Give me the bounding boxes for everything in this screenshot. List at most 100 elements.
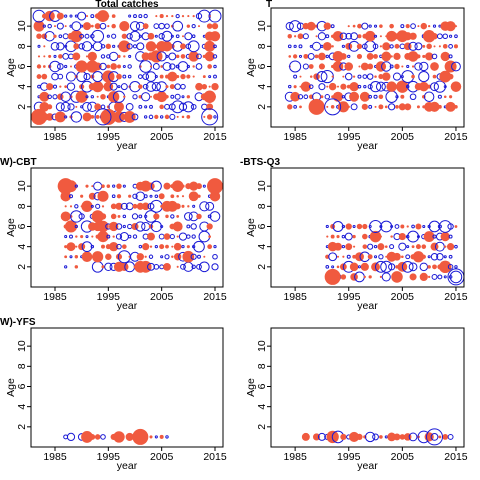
y-tick-label: 6 xyxy=(256,383,268,389)
residual-positive xyxy=(421,254,426,259)
residual-positive xyxy=(314,54,319,59)
residual-positive xyxy=(132,428,149,445)
bubbles xyxy=(324,220,464,286)
residual-positive xyxy=(64,25,67,28)
residual-negative xyxy=(341,44,345,48)
residual-positive xyxy=(449,95,453,99)
residual-negative xyxy=(363,84,367,89)
residual-positive xyxy=(203,90,216,103)
residual-positive xyxy=(97,230,109,243)
residual-positive xyxy=(47,104,53,110)
residual-negative xyxy=(451,61,461,72)
residual-negative xyxy=(133,14,137,19)
residual-negative xyxy=(122,214,127,219)
residual-negative xyxy=(154,194,159,199)
residual-negative xyxy=(69,234,73,239)
residual-negative xyxy=(208,75,212,79)
y-tick-label: 8 xyxy=(16,43,28,49)
residual-positive xyxy=(36,74,42,79)
residual-positive xyxy=(398,103,406,111)
residual-negative xyxy=(199,261,210,273)
residual-positive xyxy=(171,180,184,192)
residual-negative xyxy=(187,40,200,53)
residual-positive xyxy=(293,85,297,89)
residual-positive xyxy=(149,245,153,248)
residual-positive xyxy=(132,203,138,209)
residual-negative xyxy=(298,54,303,58)
residual-negative xyxy=(390,224,394,228)
residual-positive xyxy=(454,225,458,228)
x-tick-label: 1985 xyxy=(283,451,307,463)
residual-positive xyxy=(186,74,191,79)
residual-negative xyxy=(115,233,123,240)
residual-negative xyxy=(406,245,410,249)
residual-positive xyxy=(176,215,180,218)
residual-positive xyxy=(337,85,340,88)
residual-negative xyxy=(164,23,170,29)
residual-positive xyxy=(300,81,311,92)
residual-negative xyxy=(154,34,158,38)
residual-positive xyxy=(91,185,94,188)
bubbles xyxy=(57,178,223,273)
residual-positive xyxy=(422,30,436,43)
x-tick-label: 2015 xyxy=(203,291,227,303)
residual-negative xyxy=(318,83,326,91)
residual-negative xyxy=(148,114,154,120)
residual-positive xyxy=(211,82,219,91)
residual-positive xyxy=(381,51,392,62)
y-tick-label: 8 xyxy=(256,43,268,49)
residual-negative xyxy=(91,29,105,43)
residual-negative xyxy=(324,94,331,100)
residual-positive xyxy=(41,33,48,40)
y-tick-label: 4 xyxy=(256,84,268,90)
residual-negative xyxy=(384,435,388,439)
x-tick-label: 2015 xyxy=(444,451,468,463)
residual-positive xyxy=(202,75,206,78)
residual-positive xyxy=(123,95,126,98)
y-tick-label: 10 xyxy=(256,340,268,352)
residual-positive xyxy=(359,91,370,102)
residual-positive xyxy=(107,15,110,18)
panel-5: 1985 1995 2005 2015 2 4 6 8 10 year Age W)-YFS xyxy=(0,317,227,472)
residual-negative xyxy=(409,93,417,101)
residual-negative xyxy=(169,113,176,120)
residual-positive xyxy=(416,105,420,109)
residual-positive xyxy=(378,104,384,110)
residual-negative xyxy=(426,428,444,446)
residual-positive xyxy=(119,21,130,32)
residual-negative xyxy=(411,224,415,229)
residual-positive xyxy=(60,211,71,222)
residual-negative xyxy=(127,223,133,230)
residual-positive xyxy=(340,53,347,60)
residual-positive xyxy=(109,242,119,252)
residual-positive xyxy=(80,235,84,239)
residual-negative xyxy=(106,34,110,38)
residual-positive xyxy=(431,33,438,40)
residual-negative xyxy=(69,255,73,259)
residual-positive xyxy=(454,25,458,28)
panel-title: Total catches xyxy=(95,0,159,10)
residual-positive xyxy=(379,35,382,38)
residual-negative xyxy=(120,202,128,210)
residual-positive xyxy=(59,85,62,88)
residual-positive xyxy=(326,85,329,88)
residual-positive xyxy=(308,98,325,115)
residual-negative xyxy=(164,254,170,260)
residual-positive xyxy=(203,255,206,258)
residual-positive xyxy=(345,243,353,251)
residual-positive xyxy=(33,20,45,32)
residual-positive xyxy=(303,53,309,59)
residual-negative xyxy=(293,44,297,48)
residual-negative xyxy=(158,233,165,240)
residual-positive xyxy=(433,45,436,48)
residual-negative xyxy=(74,14,78,18)
residual-positive xyxy=(85,55,89,58)
residual-positive xyxy=(353,245,356,248)
residual-positive xyxy=(362,223,368,230)
plot-frame xyxy=(270,327,465,448)
residual-positive xyxy=(181,35,185,38)
residual-positive xyxy=(165,95,169,99)
residual-positive xyxy=(180,54,186,59)
residual-positive xyxy=(373,53,378,59)
y-tick-label: 10 xyxy=(256,180,268,192)
